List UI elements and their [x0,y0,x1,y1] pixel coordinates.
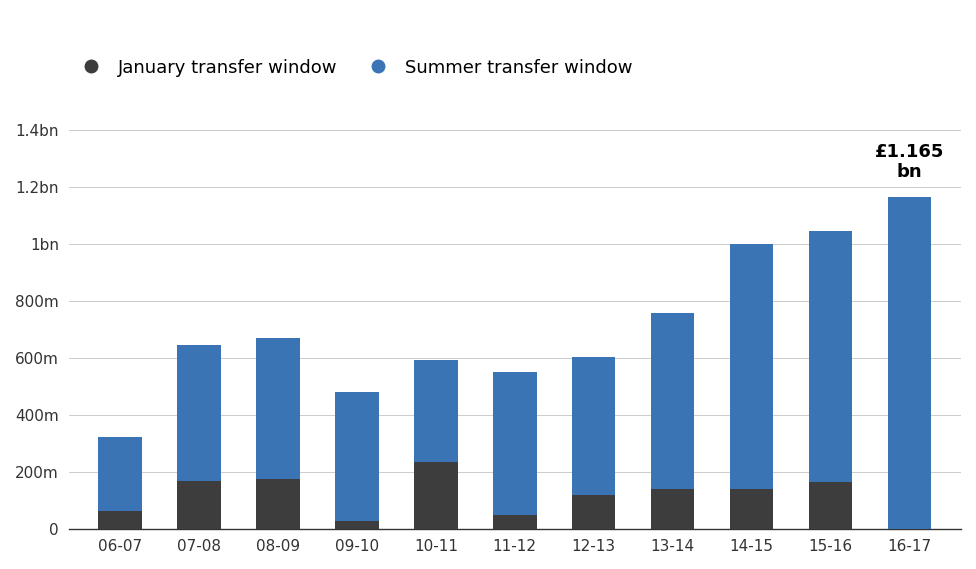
Bar [651,489,695,529]
Legend: January transfer window, Summer transfer window: January transfer window, Summer transfer… [73,59,632,77]
Bar [335,393,379,521]
Bar [178,481,221,529]
Text: £1.165
bn: £1.165 bn [874,143,945,182]
Bar [572,495,616,529]
Bar [493,515,537,529]
Bar [99,511,142,529]
Bar [730,489,773,529]
Bar [414,462,458,529]
Bar [809,232,852,483]
Bar [178,345,221,481]
Bar [651,312,695,489]
Bar [99,436,142,511]
Bar [256,480,300,529]
Bar [414,360,458,462]
Bar [809,483,852,529]
Bar [730,244,773,489]
Bar [572,357,616,495]
Bar [888,197,931,529]
Bar [335,521,379,529]
Bar [493,373,537,515]
Bar [256,338,300,480]
